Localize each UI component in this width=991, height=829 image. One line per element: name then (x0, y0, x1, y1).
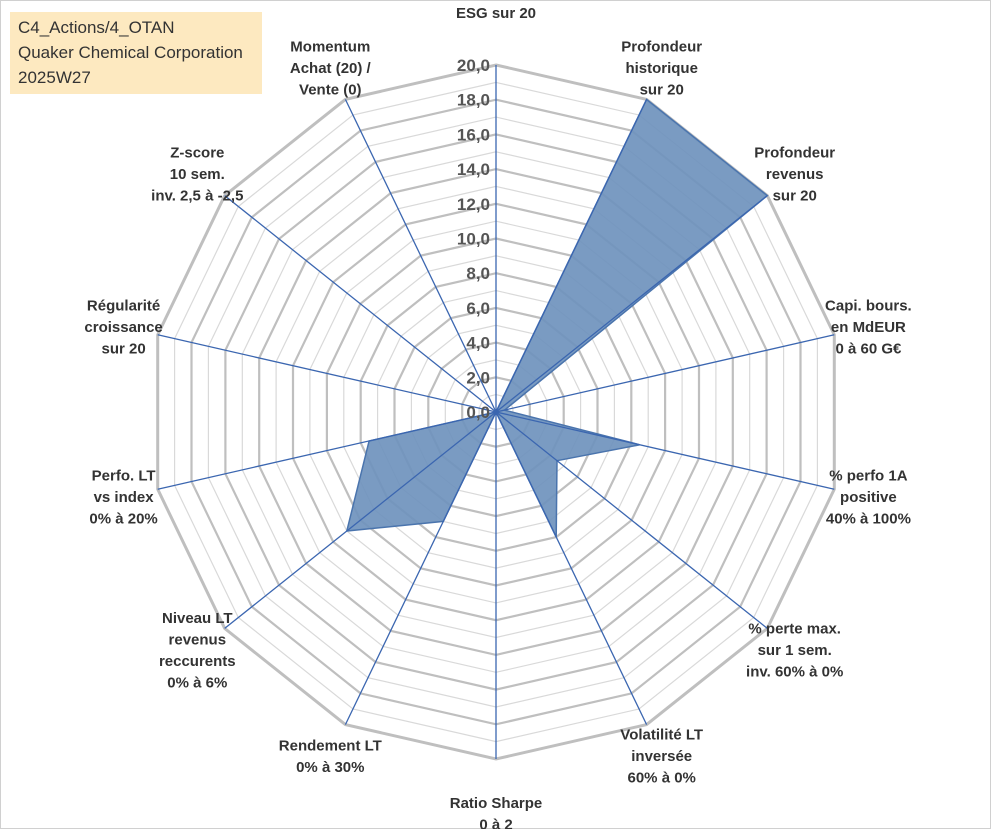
axis-label-line: Z-score (170, 144, 224, 161)
axis-label-line: positive (840, 489, 897, 506)
axis-label: Profondeur historique sur 20 (621, 38, 702, 98)
axis-label-line: vs index (94, 489, 155, 506)
axis-label-line: inv. 2,5 à -2,5 (151, 187, 243, 204)
axis-spokes (157, 65, 835, 759)
radial-tick-label: 10,0 (457, 230, 490, 249)
axis-label-line: Capi. bours. (825, 298, 912, 315)
axis-spoke (495, 195, 768, 413)
axis-label-line: ESG sur 20 (456, 5, 536, 22)
axis-label-line: inversée (631, 748, 692, 765)
axis-label-line: sur 1 sem. (758, 642, 832, 659)
axis-label-line: 0% à 20% (89, 511, 157, 528)
axis-label: % perfo 1A positive 40% à 100% (826, 468, 911, 528)
axis-label-line: revenus (766, 166, 824, 183)
axis-spoke (157, 334, 497, 413)
header-company-name: Quaker Chemical Corporation (18, 43, 243, 62)
axis-label-line: en MdEUR (831, 319, 906, 336)
axis-label-line: reccurents (159, 653, 236, 670)
axis-label-line: Volatilité LT (620, 727, 703, 744)
axis-label: Rendement LT 0% à 30% (279, 737, 382, 776)
axis-label: Note ESG sur 20 (456, 0, 536, 22)
axis-label-line: revenus (169, 631, 227, 648)
axis-label-line: Perfo. LT (92, 468, 156, 485)
axis-label: Niveau LT revenus reccurents 0% à 6% (159, 610, 236, 692)
axis-label-line: Régularité (87, 298, 160, 315)
axis-spoke (495, 411, 835, 490)
axis-label: Perfo. LT vs index 0% à 20% (89, 468, 157, 528)
axis-label-line: sur 20 (640, 81, 684, 98)
axis-label-line: 10 sem. (170, 166, 225, 183)
axis-label-line: Achat (20) / (290, 60, 372, 77)
radial-tick-label: 0,0 (466, 403, 490, 422)
chart-header-box: C4_Actions/4_OTAN Quaker Chemical Corpor… (10, 12, 262, 94)
axis-label: Ratio Sharpe 0 à 2 (450, 795, 543, 829)
radial-tick-labels: 0,0 2,0 4,0 6,0 8,0 10,0 12,0 14,0 16,0 18,0 20,0 (457, 56, 490, 422)
header-week: 2025W27 (18, 68, 91, 87)
axis-spoke (495, 411, 768, 629)
axis-spoke (224, 411, 497, 629)
axis-label-line: Profondeur (754, 144, 835, 161)
axis-label-line: inv. 60% à 0% (746, 664, 843, 681)
radial-tick-label: 12,0 (457, 195, 490, 214)
axis-spoke (344, 99, 497, 413)
axis-label-line: 40% à 100% (826, 511, 911, 528)
axis-label-line: Ratio Sharpe (450, 795, 543, 812)
axis-label-line: croissance (84, 319, 162, 336)
radial-tick-label: 2,0 (466, 368, 490, 387)
axis-label-line: sur 20 (773, 187, 817, 204)
axis-label-line: 0 à 60 G€ (835, 341, 902, 358)
axis-spoke (344, 411, 497, 725)
axis-label: Profondeur revenus sur 20 (754, 144, 835, 204)
axis-label-line: Momentum (290, 38, 370, 55)
axis-label-line: Vente (0) (299, 81, 362, 98)
axis-label-line: 0 à 2 (479, 817, 512, 829)
axis-label: Z-score 10 sem. inv. 2,5 à -2,5 (151, 144, 243, 204)
axis-spoke (157, 411, 497, 490)
radial-tick-label: 6,0 (466, 299, 490, 318)
axis-label-line: % perte max. (748, 621, 841, 638)
radial-tick-label: 16,0 (457, 125, 490, 144)
data-series-area (345, 98, 769, 538)
radial-tick-label: 18,0 (457, 91, 490, 110)
radial-tick-label: 14,0 (457, 160, 490, 179)
axis-label-line: historique (625, 60, 698, 77)
axis-label: Momentum Achat (20) / Vente (0) (290, 38, 372, 98)
axis-label: % perte max. sur 1 sem. inv. 60% à 0% (746, 621, 843, 681)
radial-tick-label: 8,0 (466, 264, 490, 283)
axis-label: Régularité croissance sur 20 (84, 298, 162, 358)
axis-label-line: 0% à 30% (296, 759, 364, 776)
axis-label: Volatilité LT inversée 60% à 0% (620, 727, 703, 787)
axis-label-line: sur 20 (101, 341, 145, 358)
axis-spoke (224, 195, 497, 413)
radial-tick-label: 4,0 (466, 334, 490, 353)
axis-label-line: Niveau LT (162, 610, 233, 627)
axis-label: Capi. bours. en MdEUR 0 à 60 G€ (825, 298, 912, 358)
axis-label-line: 0% à 6% (167, 674, 227, 691)
axis-label-line: % perfo 1A (829, 468, 908, 485)
axis-spoke (495, 411, 648, 725)
axis-category-labels: Note ESG sur 20 Profondeur historique sur 20… (84, 0, 911, 829)
axis-label-line: Profondeur (621, 38, 702, 55)
axis-label-line: 60% à 0% (628, 770, 696, 787)
axis-label-line: Note (479, 0, 512, 1)
radial-tick-label: 20,0 (457, 56, 490, 75)
axis-spoke (495, 334, 835, 413)
axis-spoke (495, 99, 648, 413)
data-series-layer (345, 98, 769, 538)
axis-label-line: Rendement LT (279, 737, 382, 754)
header-folder-name: C4_Actions/4_OTAN (18, 18, 175, 37)
